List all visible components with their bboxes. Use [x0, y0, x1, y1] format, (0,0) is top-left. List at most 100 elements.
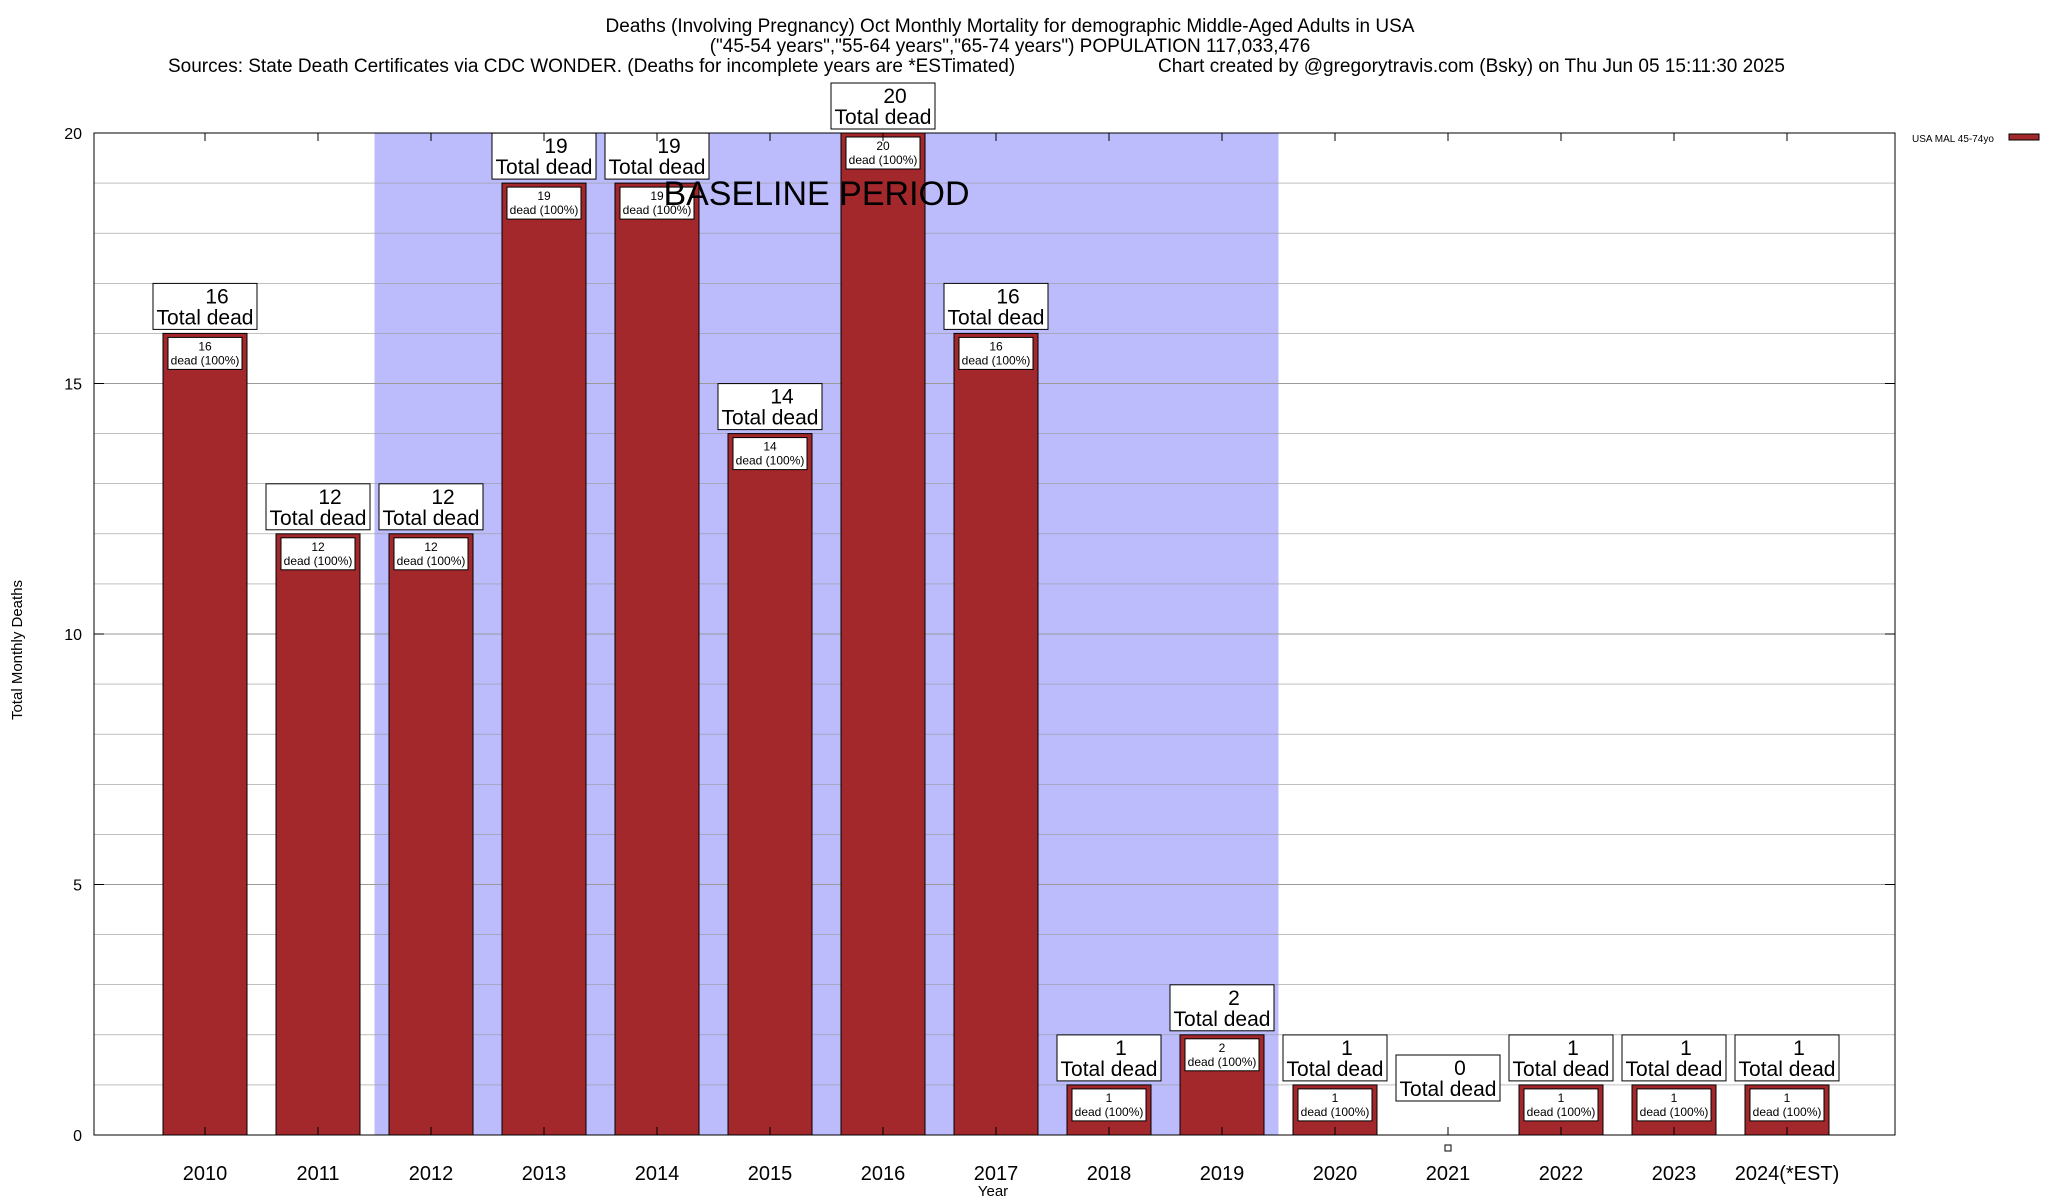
segment-label-box	[1523, 1088, 1599, 1122]
segment-label-text: dead (100%)	[1753, 1105, 1822, 1119]
total-label-value: 14	[770, 386, 794, 409]
segment-label-text: dead (100%)	[962, 353, 1031, 367]
segment-label-text: dead (100%)	[736, 454, 805, 468]
bar	[614, 182, 700, 1136]
bar	[727, 433, 813, 1136]
segment-label-text: dead (100%)	[1188, 1055, 1257, 1069]
total-label-box	[943, 282, 1049, 330]
segment-label-value: 14	[763, 440, 777, 454]
segment-label-box	[958, 336, 1034, 370]
segment-label-text: dead (100%)	[1527, 1105, 1596, 1119]
total-label-text: Total dead	[270, 507, 367, 530]
total-label-text: Total dead	[1739, 1058, 1836, 1081]
total-label-text: Total dead	[948, 306, 1045, 329]
y-tick-label: 20	[64, 126, 82, 143]
total-label-text: Total dead	[1287, 1058, 1384, 1081]
segment-label-value: 19	[650, 189, 664, 203]
total-label-value: 1	[1793, 1037, 1805, 1060]
total-label-box	[1395, 1054, 1501, 1102]
segment-label-box	[1749, 1088, 1825, 1122]
segment-label-value: 2	[1219, 1041, 1226, 1055]
chart-title-line-2: ("45-54 years","55-64 years","65-74 year…	[710, 36, 1311, 57]
segment-label-box	[280, 537, 356, 571]
total-label-box	[717, 383, 823, 431]
segment-label-text: dead (100%)	[397, 554, 466, 568]
total-label-value: 12	[318, 486, 341, 509]
segment-label-value: 1	[1332, 1091, 1339, 1105]
total-label-text: Total dead	[1400, 1078, 1497, 1101]
total-label-value: 1	[1341, 1037, 1353, 1060]
x-tick-label: 2013	[522, 1163, 567, 1185]
y-tick-label: 15	[64, 377, 82, 394]
total-label-value: 16	[996, 285, 1019, 308]
total-label-text: Total dead	[722, 407, 819, 430]
segment-label-text: dead (100%)	[510, 203, 579, 217]
y-axis-label: Total Monthly Deaths	[9, 580, 26, 720]
segment-label-value: 1	[1784, 1091, 1791, 1105]
bar	[275, 533, 361, 1136]
segment-label-text: dead (100%)	[849, 153, 918, 167]
total-label-text: Total dead	[496, 156, 593, 179]
total-label-text: Total dead	[835, 106, 932, 129]
segment-label-box	[1184, 1038, 1260, 1072]
segment-label-value: 16	[198, 339, 212, 353]
bar	[388, 533, 474, 1136]
total-label-box	[378, 483, 484, 531]
segment-label-text: dead (100%)	[1075, 1105, 1144, 1119]
bar	[840, 132, 926, 1136]
bar	[162, 332, 248, 1136]
total-label-value: 12	[431, 486, 454, 509]
segment-label-text: dead (100%)	[623, 203, 692, 217]
chart-title-line-1: Deaths (Involving Pregnancy) Oct Monthly…	[606, 16, 1415, 37]
segment-label-value: 19	[537, 189, 551, 203]
total-label-value: 16	[205, 285, 228, 308]
y-tick-label: 0	[73, 1128, 82, 1145]
total-label-box	[1508, 1034, 1614, 1082]
total-label-value: 1	[1567, 1037, 1579, 1060]
total-label-box	[830, 82, 936, 130]
segment-label-box	[732, 437, 808, 471]
x-tick-label: 2015	[748, 1163, 793, 1185]
segment-label-box	[506, 186, 582, 220]
x-tick-label: 2017	[974, 1163, 1019, 1185]
total-label-value: 20	[883, 85, 906, 108]
total-label-text: Total dead	[1174, 1008, 1271, 1031]
total-label-text: Total dead	[383, 507, 480, 530]
x-tick-label: 2010	[183, 1163, 228, 1185]
segment-label-text: dead (100%)	[1301, 1105, 1370, 1119]
total-label-box	[1169, 984, 1275, 1032]
total-label-value: 0	[1454, 1057, 1466, 1080]
x-tick-label: 2020	[1313, 1163, 1358, 1185]
legend: USA MAL 45-74yo	[1912, 133, 2040, 145]
x-tick-label: 2022	[1539, 1163, 1584, 1185]
total-label-box	[1734, 1034, 1840, 1082]
x-tick-label: 2018	[1087, 1163, 1132, 1185]
total-label-text: Total dead	[1626, 1058, 1723, 1081]
total-label-box	[1621, 1034, 1727, 1082]
total-label-value: 19	[544, 135, 567, 158]
segment-label-box	[845, 136, 921, 170]
bar	[953, 332, 1039, 1136]
segment-label-value: 16	[989, 339, 1003, 353]
segment-label-box	[1071, 1088, 1147, 1122]
segment-label-box	[1636, 1088, 1712, 1122]
segment-label-box	[619, 186, 695, 220]
total-label-box	[1282, 1034, 1388, 1082]
credit-note: Chart created by @gregorytravis.com (Bsk…	[1158, 56, 1785, 77]
legend-label: USA MAL 45-74yo	[1912, 134, 1994, 145]
x-tick-label: 2014	[635, 1163, 680, 1185]
source-note: Sources: State Death Certificates via CD…	[168, 56, 1015, 77]
total-label-text: Total dead	[157, 306, 254, 329]
total-label-value: 19	[657, 135, 680, 158]
baseline-period-label: BASELINE PERIOD	[663, 175, 969, 213]
x-tick-label: 2021	[1426, 1163, 1471, 1185]
total-label-box	[1056, 1034, 1162, 1082]
segment-label-box	[167, 336, 243, 370]
total-label-text: Total dead	[1061, 1058, 1158, 1081]
segment-label-text: dead (100%)	[284, 554, 353, 568]
x-axis-label: Year	[978, 1183, 1008, 1200]
segment-label-value: 1	[1106, 1091, 1113, 1105]
segment-label-value: 1	[1671, 1091, 1678, 1105]
segment-label-value: 12	[424, 540, 438, 554]
